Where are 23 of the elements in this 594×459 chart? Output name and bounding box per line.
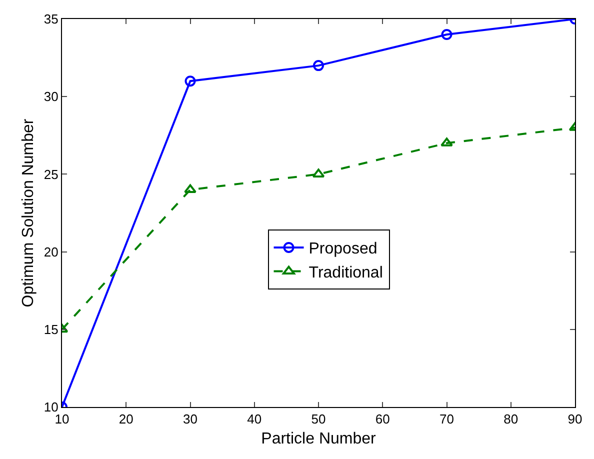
legend-label: Proposed: [308, 240, 378, 258]
x-tick-label: 40: [247, 412, 262, 427]
point: [313, 60, 324, 72]
x-tick-label: 90: [568, 412, 582, 427]
y-tick-label: 30: [44, 89, 58, 104]
x-tick-label: 50: [311, 412, 326, 427]
x-axis-title: Particle Number: [261, 430, 377, 448]
point: [184, 184, 196, 193]
legend-label: Traditional: [308, 264, 383, 282]
x-tick-label: 80: [504, 412, 518, 427]
line-series: [62, 19, 575, 407]
point: [441, 29, 452, 40]
y-tick-label: 25: [44, 166, 58, 182]
x-tick-label: 60: [375, 412, 390, 427]
point: [440, 138, 453, 146]
point: [184, 76, 196, 87]
y-axis-title: Optimum Solution Number: [20, 118, 37, 308]
x-tick-label: 30: [183, 412, 198, 427]
y-tick-label: 15: [44, 322, 58, 337]
x-tick-label: 20: [118, 412, 134, 427]
y-tick-label: 35: [44, 12, 58, 27]
y-tick-label: 20: [44, 244, 58, 260]
x-tick-label: 70: [440, 412, 454, 427]
